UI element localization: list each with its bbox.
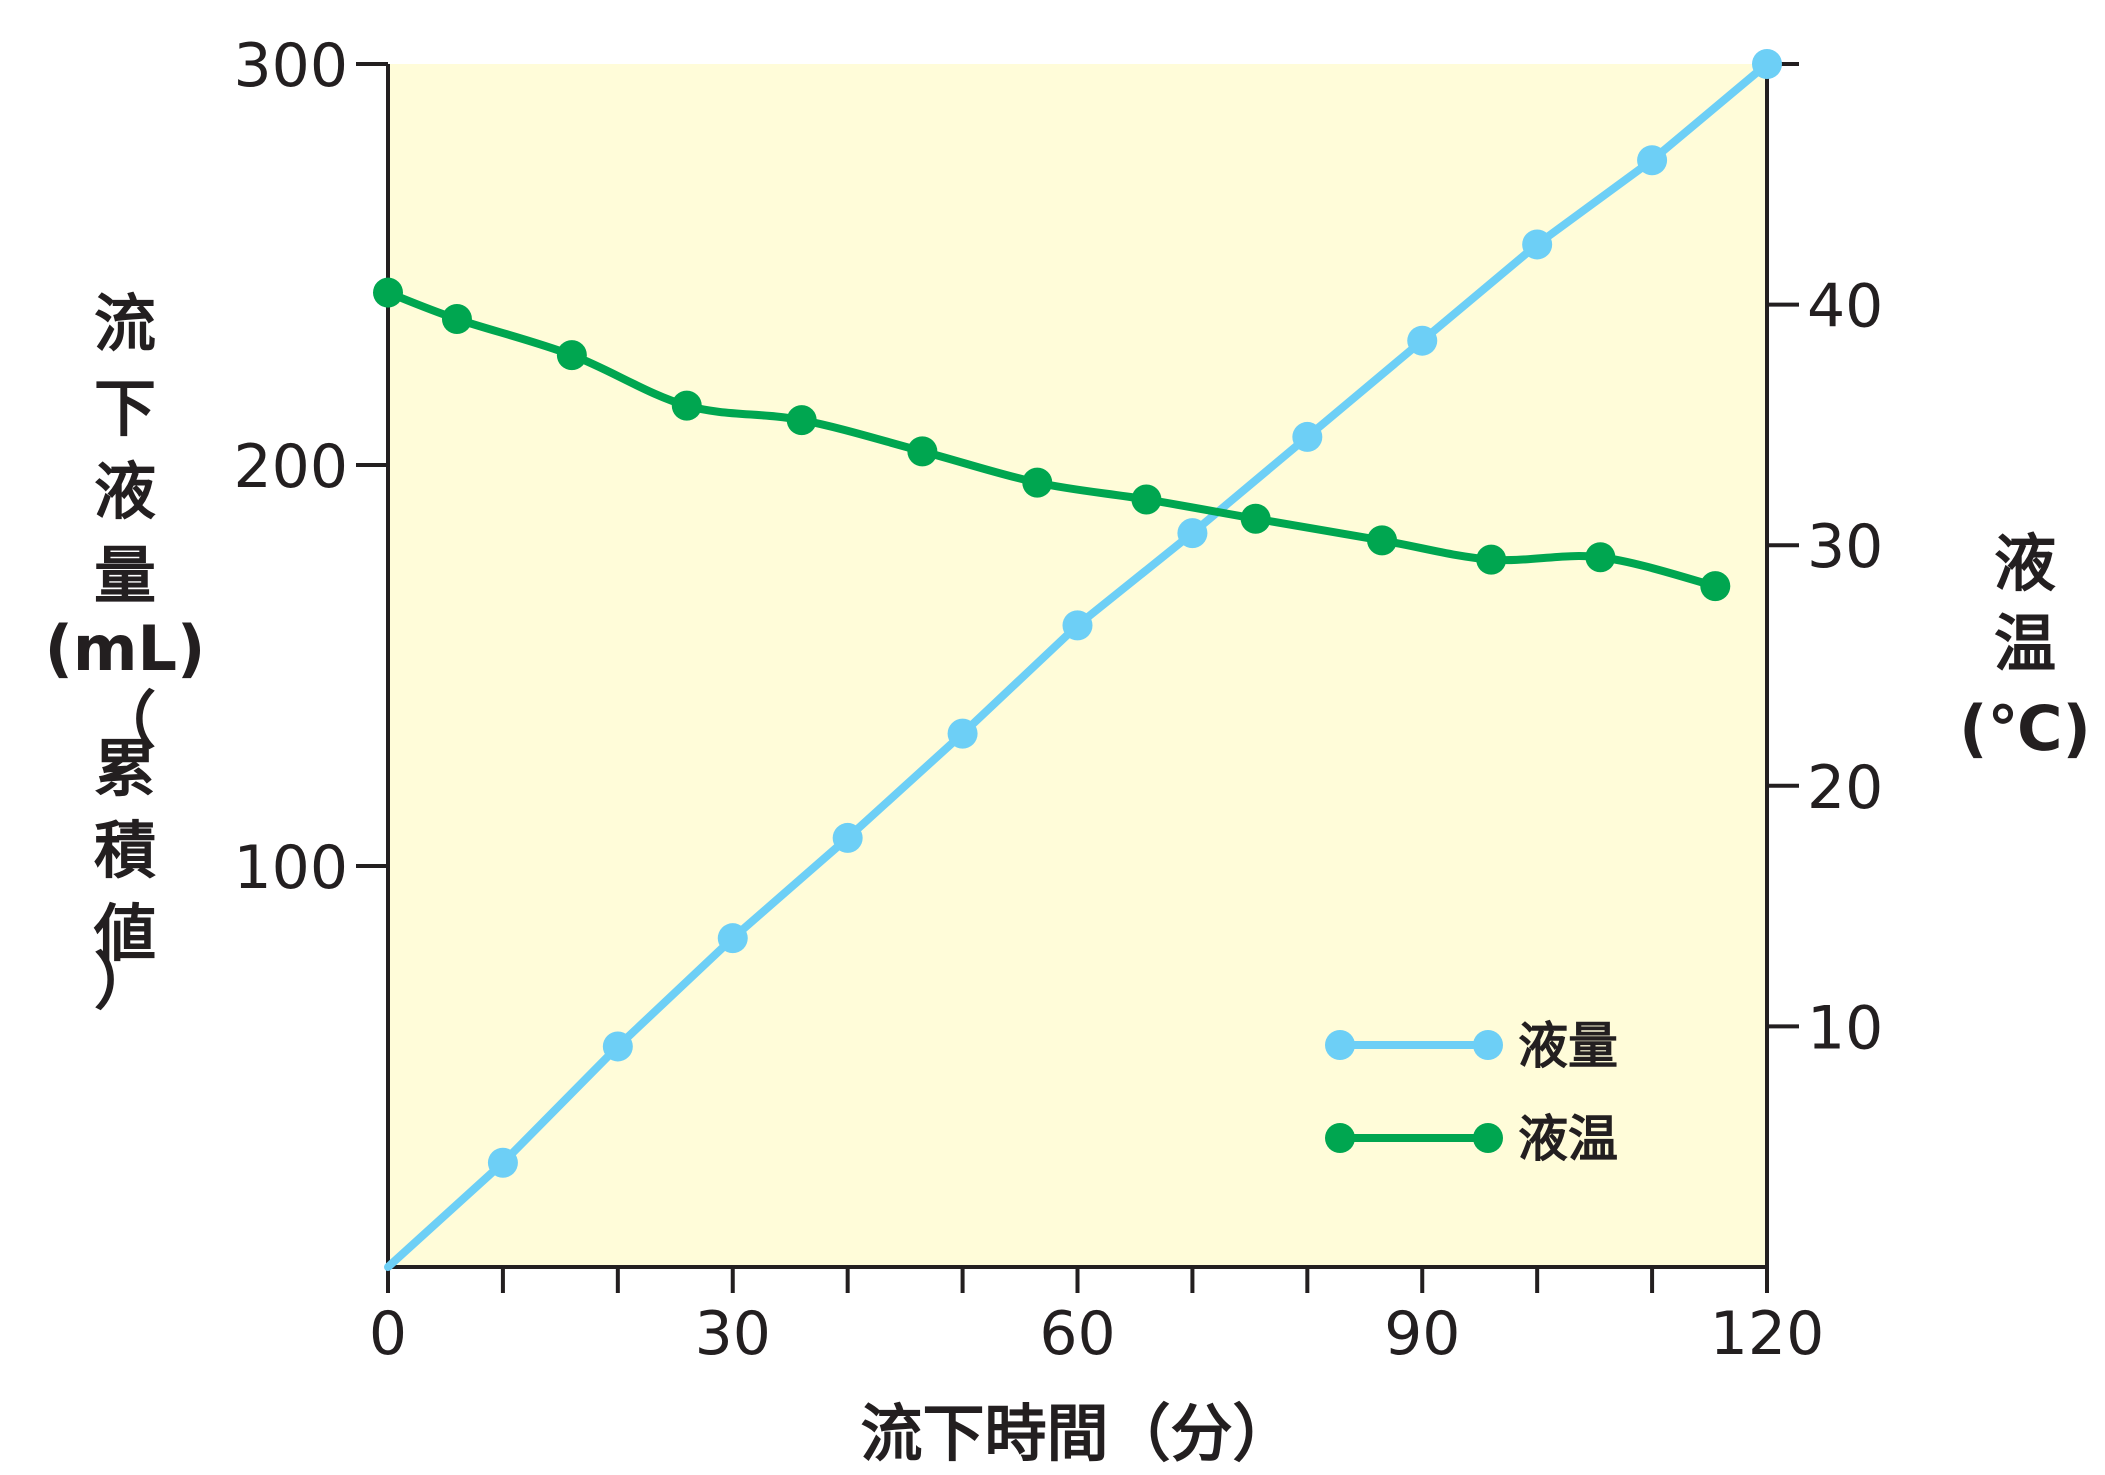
ticks: 0 30 60 90 120 100 200 300 10 20 30 40 bbox=[233, 31, 1883, 1369]
data-point-volume bbox=[1637, 145, 1668, 176]
data-point-temperature bbox=[373, 277, 403, 308]
x-tick-label: 120 bbox=[1710, 1299, 1825, 1369]
x-tick-label: 0 bbox=[369, 1299, 407, 1369]
data-point-volume bbox=[1522, 229, 1553, 260]
left-y-axis-title-char: 累 bbox=[94, 732, 156, 805]
data-point-temperature bbox=[671, 390, 702, 421]
legend-marker-temperature bbox=[1325, 1123, 1355, 1153]
right-y-tick-label: 30 bbox=[1807, 512, 1883, 582]
data-point-volume bbox=[487, 1147, 518, 1178]
data-point-volume bbox=[1752, 49, 1782, 79]
left-y-axis-title-char: 積 bbox=[94, 814, 156, 887]
x-axis-title: 流下時間（分） bbox=[860, 1397, 1294, 1470]
left-y-axis-title-char: 量 bbox=[94, 539, 156, 612]
left-y-axis-title-char: 流 bbox=[94, 287, 156, 360]
left-y-tick-label: 100 bbox=[233, 833, 348, 903]
data-point-volume bbox=[1292, 421, 1323, 452]
data-point-volume bbox=[947, 718, 978, 749]
legend-marker-volume bbox=[1473, 1030, 1503, 1060]
data-point-temperature bbox=[786, 405, 817, 436]
data-point-temperature bbox=[1131, 484, 1162, 515]
data-point-volume bbox=[717, 923, 748, 954]
right-y-tick-label: 20 bbox=[1807, 753, 1883, 823]
data-point-temperature bbox=[1022, 467, 1053, 498]
left-y-axis-title-char: 下 bbox=[94, 372, 156, 445]
left-y-axis-title-char: (mL) bbox=[45, 612, 206, 685]
x-tick-label: 90 bbox=[1384, 1299, 1460, 1369]
data-point-temperature bbox=[907, 436, 938, 467]
x-tick-label: 30 bbox=[695, 1299, 771, 1369]
legend-label-temperature: 液温 bbox=[1518, 1110, 1618, 1168]
x-tick-label: 60 bbox=[1039, 1299, 1115, 1369]
left-y-axis-title-char: 液 bbox=[94, 455, 156, 528]
data-point-temperature bbox=[1585, 542, 1616, 573]
right-y-axis-title-char: (℃) bbox=[1959, 692, 2091, 765]
left-y-axis-title-char: （ bbox=[94, 684, 156, 757]
series-layer bbox=[373, 49, 1782, 1271]
data-point-temperature bbox=[1476, 544, 1507, 575]
data-point-volume bbox=[602, 1031, 633, 1062]
right-y-tick-label: 10 bbox=[1807, 993, 1883, 1063]
data-point-volume bbox=[1177, 518, 1208, 549]
right-y-axis-title-char: 液 bbox=[1994, 527, 2056, 600]
data-point-temperature bbox=[1367, 525, 1398, 556]
plot-background bbox=[388, 64, 1767, 1267]
right-y-tick-label: 40 bbox=[1807, 272, 1883, 342]
data-point-temperature bbox=[1240, 503, 1271, 534]
legend-marker-volume bbox=[1325, 1030, 1355, 1060]
right-y-axis-title-char: 温 bbox=[1994, 607, 2056, 680]
left-y-tick-label: 300 bbox=[233, 31, 348, 101]
data-point-volume bbox=[1407, 325, 1438, 356]
data-point-temperature bbox=[556, 340, 587, 371]
left-y-axis-title-char: ） bbox=[94, 945, 156, 1018]
data-point-temperature bbox=[1700, 571, 1731, 602]
data-point-temperature bbox=[441, 304, 472, 335]
legend-marker-temperature bbox=[1473, 1123, 1503, 1153]
data-point-volume bbox=[832, 822, 863, 853]
left-y-axis-title-char: 値 bbox=[93, 897, 156, 970]
legend-label-volume: 液量 bbox=[1518, 1017, 1618, 1075]
data-point-volume bbox=[1062, 610, 1093, 641]
left-y-tick-label: 200 bbox=[233, 432, 348, 502]
